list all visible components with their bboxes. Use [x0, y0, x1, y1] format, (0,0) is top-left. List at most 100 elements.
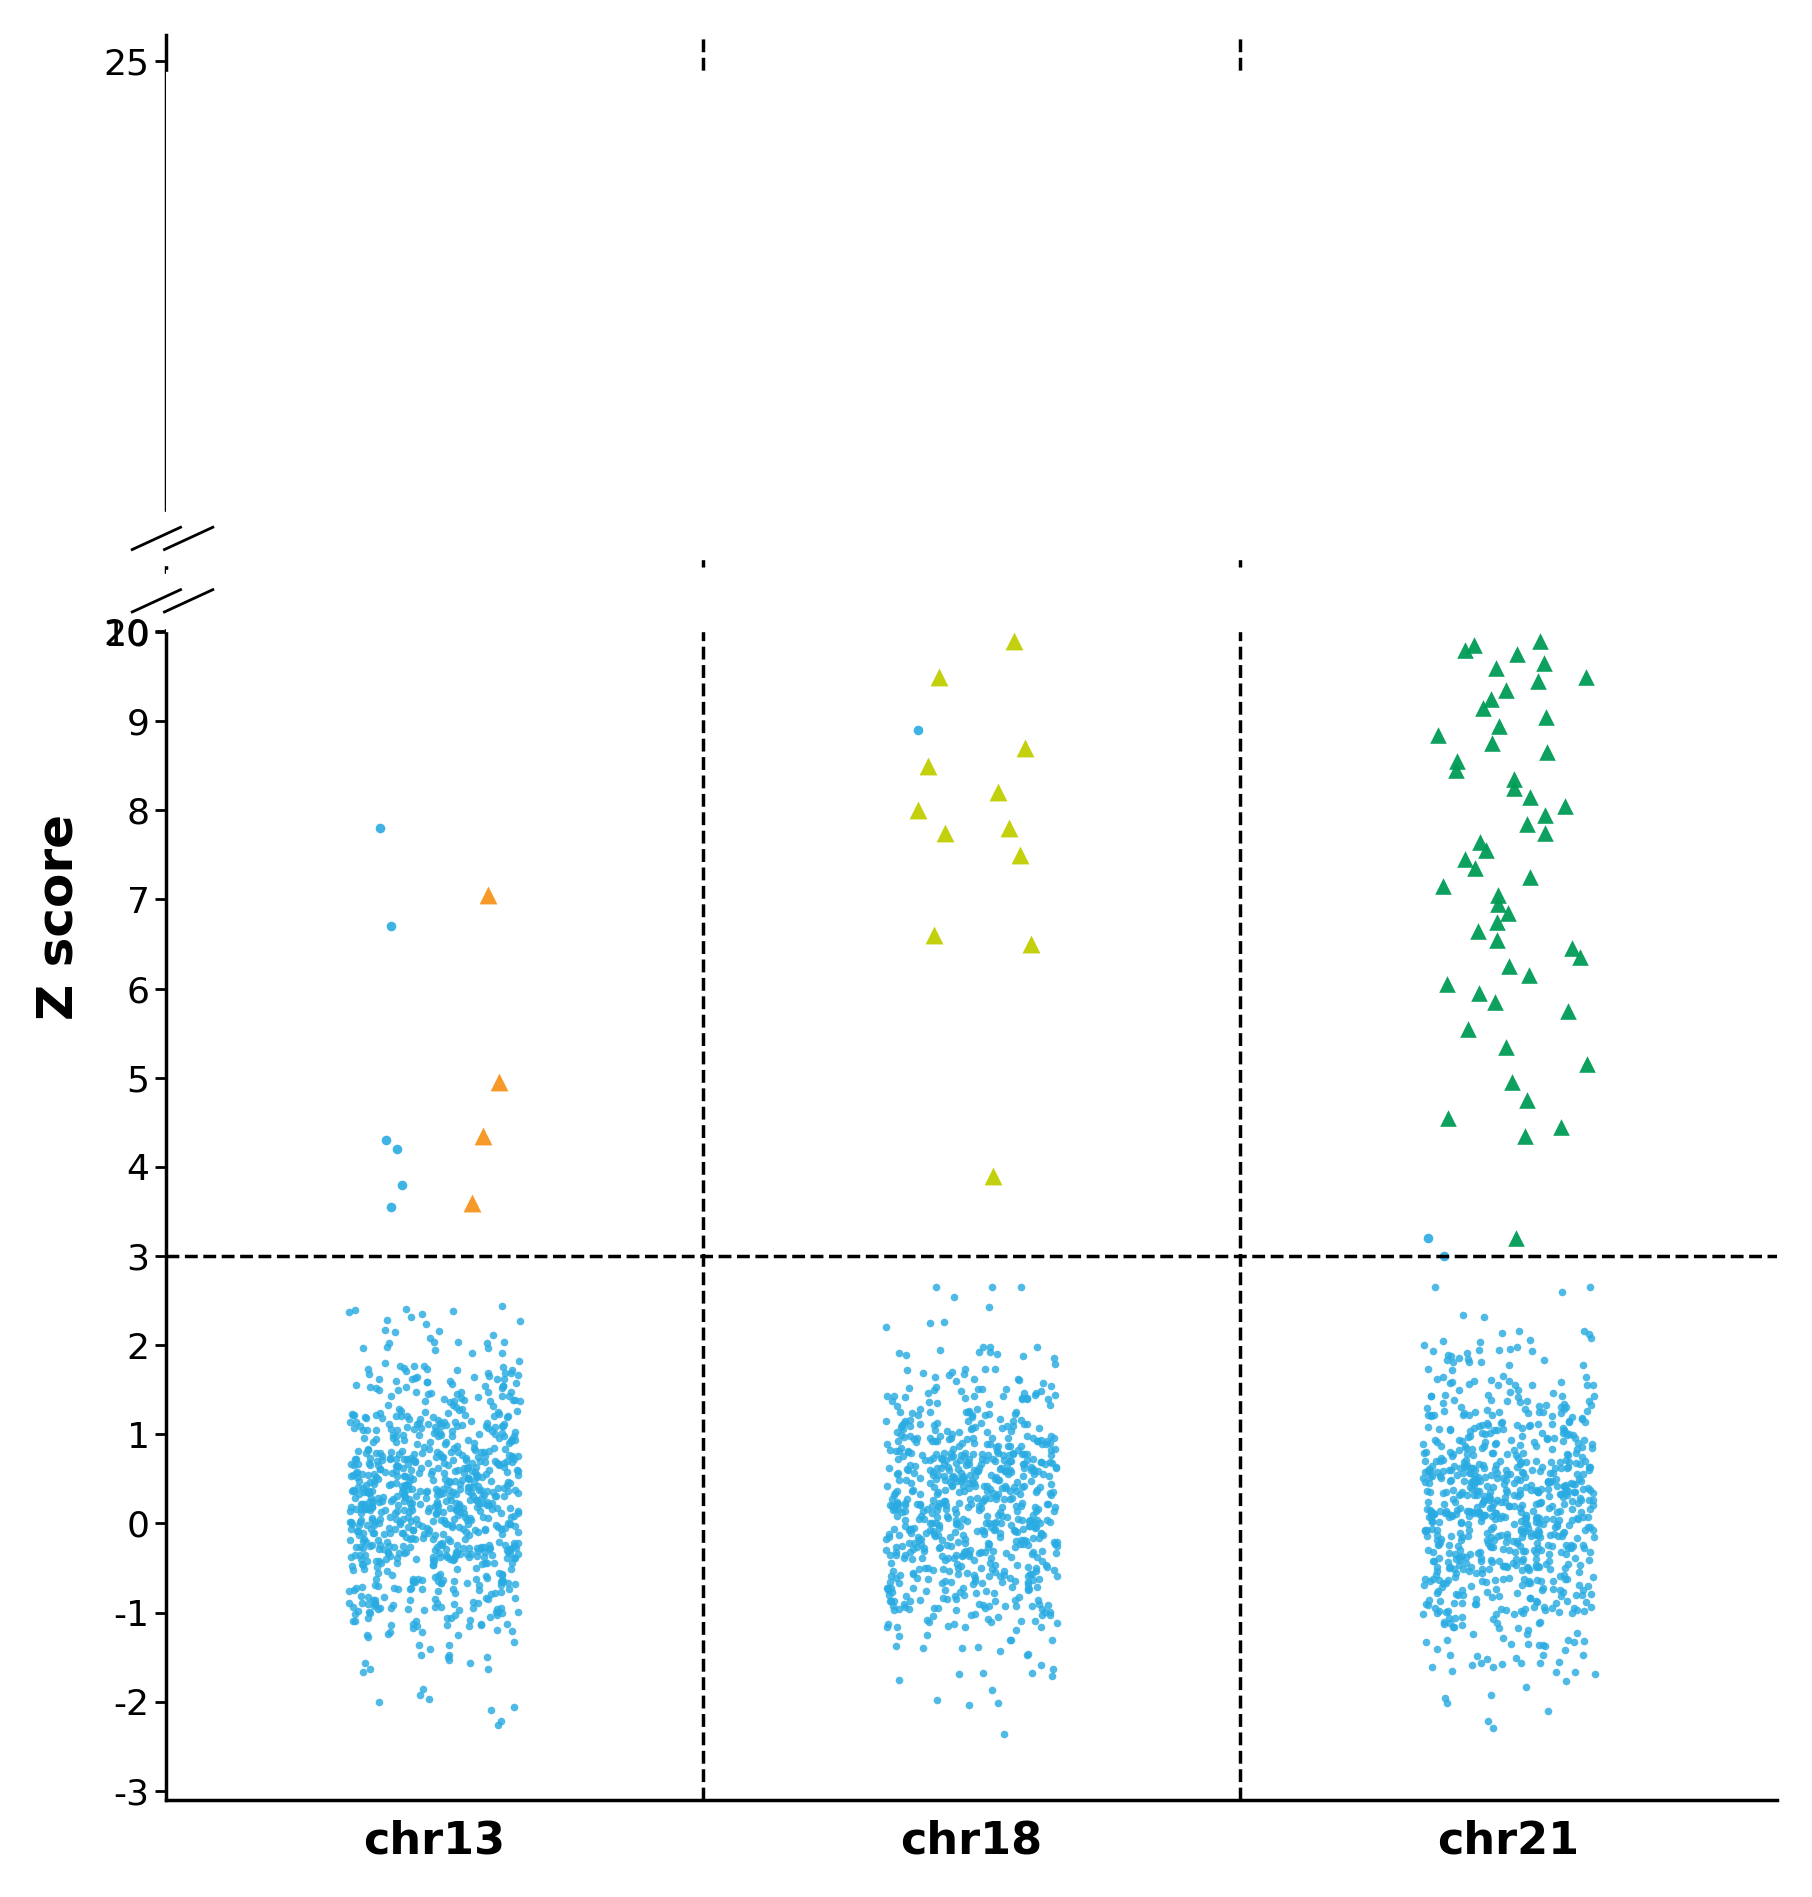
Point: [440, 1588, 469, 1618]
Point: [933, 1611, 962, 1641]
Point: [1471, 1567, 1500, 1597]
Point: [1022, 1377, 1051, 1408]
Point: [473, 1408, 502, 1438]
Point: [924, 1487, 953, 1518]
Point: [1535, 1459, 1564, 1489]
Point: [393, 1449, 422, 1480]
Point: [968, 1373, 997, 1404]
Point: [1555, 1447, 1584, 1478]
Point: [1013, 1639, 1042, 1669]
Point: [1504, 1317, 1533, 1347]
Point: [1551, 791, 1580, 821]
Point: [908, 1633, 937, 1664]
Point: [895, 1586, 924, 1616]
Point: [1575, 1385, 1604, 1415]
Point: [451, 1442, 480, 1472]
Point: [344, 1464, 373, 1495]
Point: [359, 1427, 388, 1457]
Point: [877, 1573, 906, 1603]
Point: [1540, 1512, 1569, 1542]
Point: [1484, 1370, 1513, 1400]
Point: [1035, 1391, 1064, 1421]
Point: [1412, 1446, 1441, 1476]
Point: [366, 1529, 395, 1559]
Point: [491, 1514, 520, 1544]
Point: [406, 1681, 435, 1711]
Point: [944, 1453, 973, 1483]
Point: [355, 1597, 384, 1628]
Point: [382, 1451, 411, 1482]
Point: [460, 1428, 489, 1459]
Point: [1535, 1474, 1564, 1504]
Point: [1460, 854, 1489, 884]
Point: [1031, 1449, 1060, 1480]
Point: [496, 1427, 525, 1457]
Point: [1493, 1519, 1522, 1550]
Point: [429, 1508, 458, 1538]
Point: [1533, 738, 1562, 768]
Point: [1040, 1556, 1069, 1586]
Point: [924, 1478, 953, 1508]
Point: [448, 1377, 477, 1408]
Point: [1464, 1497, 1493, 1527]
Point: [1493, 1521, 1522, 1552]
Point: [361, 1459, 390, 1489]
Point: [457, 1455, 486, 1485]
Point: [373, 1538, 402, 1569]
Point: [1460, 1499, 1489, 1529]
Point: [890, 1383, 919, 1413]
Point: [1419, 1451, 1448, 1482]
Point: [959, 1559, 988, 1590]
Point: [348, 1548, 377, 1578]
Point: [337, 1552, 366, 1582]
Point: [1428, 1455, 1457, 1485]
Point: [348, 1571, 377, 1601]
Point: [1007, 1487, 1036, 1518]
Point: [1564, 1504, 1593, 1535]
Point: [1522, 1565, 1551, 1595]
Point: [908, 1358, 937, 1389]
Point: [1448, 1427, 1477, 1457]
Point: [1535, 1554, 1564, 1584]
Point: [504, 1478, 533, 1508]
Point: [1564, 1434, 1593, 1464]
Point: [997, 1415, 1026, 1446]
Point: [920, 1425, 949, 1455]
Point: [335, 1576, 364, 1607]
Point: [1006, 1480, 1035, 1510]
Point: [1020, 1491, 1049, 1521]
Point: [899, 1512, 928, 1542]
Point: [1509, 1593, 1538, 1624]
Point: [1538, 1565, 1567, 1595]
Point: [1471, 835, 1500, 865]
Point: [1495, 1349, 1524, 1379]
Point: [1515, 1409, 1544, 1440]
Point: [395, 1497, 424, 1527]
Point: [357, 1502, 386, 1533]
Point: [988, 1491, 1017, 1521]
Point: [1004, 1364, 1033, 1394]
Point: [1544, 1647, 1573, 1677]
Point: [1558, 1506, 1587, 1537]
Point: [959, 1455, 988, 1485]
Point: [1002, 1497, 1031, 1527]
Point: [913, 1565, 942, 1595]
Point: [373, 1391, 402, 1421]
Point: [959, 1400, 988, 1430]
Point: [1437, 1442, 1466, 1472]
Point: [466, 1474, 495, 1504]
Point: [1417, 1381, 1446, 1411]
Point: [993, 1502, 1022, 1533]
Point: [977, 1474, 1006, 1504]
Point: [355, 1493, 384, 1523]
Point: [1450, 1464, 1479, 1495]
Point: [1020, 1381, 1049, 1411]
Point: [1508, 1535, 1537, 1565]
Point: [1553, 1419, 1582, 1449]
Point: [1500, 1434, 1529, 1464]
Point: [995, 1446, 1024, 1476]
Point: [495, 1428, 524, 1459]
Point: [408, 1575, 437, 1605]
Point: [1524, 1398, 1553, 1428]
Point: [1035, 1506, 1064, 1537]
